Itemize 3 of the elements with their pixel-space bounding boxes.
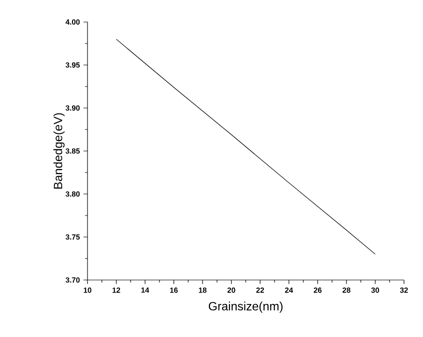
line-series bbox=[116, 38, 376, 254]
y-axis-title: Bandedge(eV) bbox=[53, 113, 65, 189]
x-axis-title: Grainsize(nm) bbox=[208, 302, 283, 313]
